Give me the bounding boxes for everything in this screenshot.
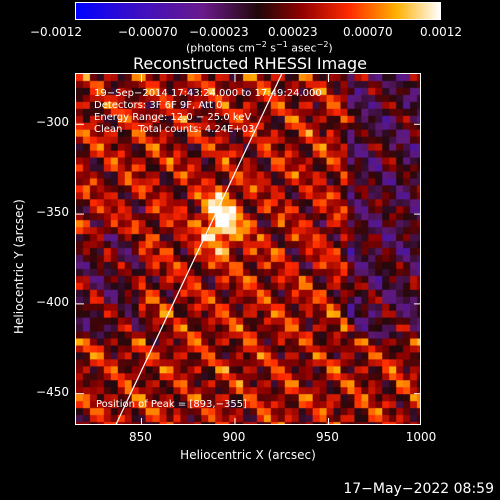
colorbar-tick-label: −0.0012 xyxy=(30,25,83,39)
colorbar-tick-label: 0.0012 xyxy=(420,25,462,39)
time-range-annotation: 19−Sep−2014 17:43:24.000 to 17:49:24.000 xyxy=(94,88,322,99)
x-axis-label: Heliocentric X (arcsec) xyxy=(180,448,316,462)
detectors-annotation: Detectors: 3F 6F 9F, Att 0 xyxy=(94,100,223,111)
chart-title: Reconstructed RHESSI Image xyxy=(133,54,367,73)
colorbar xyxy=(75,2,441,20)
colorbar-tick-label: 0.00070 xyxy=(343,25,393,39)
colorbar-tick-label: −0.00070 xyxy=(118,25,178,39)
colorbar-tick-label: −0.00023 xyxy=(189,25,249,39)
x-tick-label: 950 xyxy=(316,430,339,444)
y-tick-label: −350 xyxy=(36,205,69,220)
peak-position-annotation: Position of Peak = [893,−355] xyxy=(96,399,247,410)
colorbar-tick-label: 0.00023 xyxy=(268,25,318,39)
counts-annotation: Clean Total counts: 4.24E+03 xyxy=(94,124,255,135)
y-tick-label: −400 xyxy=(36,294,69,309)
x-tick-label: 850 xyxy=(129,430,152,444)
x-tick-label: 900 xyxy=(222,430,246,444)
solar-limb-line xyxy=(115,74,283,424)
plot-overlay xyxy=(76,74,420,424)
energy-range-annotation: Energy Range: 12.0 − 25.0 keV xyxy=(94,112,252,123)
y-tick-label: −450 xyxy=(36,384,69,399)
colorbar-units-label: (photons cm−2 s−1 asec−2) xyxy=(186,40,333,55)
plot-area: 19−Sep−2014 17:43:24.000 to 17:49:24.000… xyxy=(75,73,421,425)
heatmap-image xyxy=(76,74,420,424)
y-tick-label: −300 xyxy=(36,115,69,130)
y-axis-label: Heliocentric Y (arcsec) xyxy=(12,199,26,334)
timestamp: 17−May−2022 08:59 xyxy=(343,481,494,497)
x-tick-label: 1000 xyxy=(405,430,437,444)
